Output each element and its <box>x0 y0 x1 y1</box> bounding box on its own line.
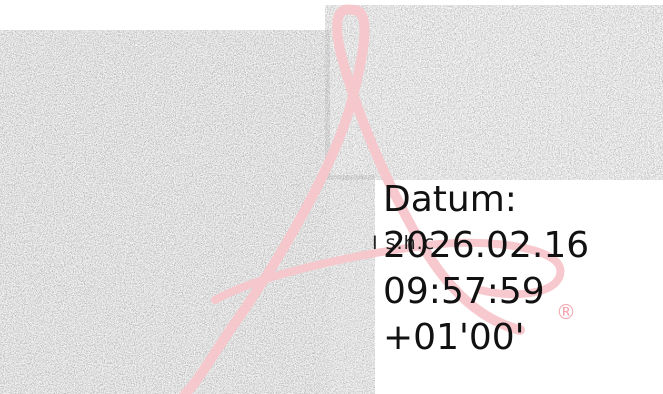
signature-time: 09:57:59 <box>383 271 545 312</box>
signature-date: 2026.02.16 <box>383 225 590 266</box>
noise-background-top <box>325 5 663 180</box>
signature-timezone: +01'00' <box>383 317 525 358</box>
noise-background-left <box>0 30 330 394</box>
noise-background-strip <box>330 175 375 394</box>
date-label: Datum: <box>383 179 517 220</box>
signature-details: Datum: 2026.02.16 09:57:59 +01'00' <box>383 177 589 361</box>
registered-mark: ® <box>556 300 576 324</box>
signer-name-partial: I s.h.c <box>372 232 436 254</box>
